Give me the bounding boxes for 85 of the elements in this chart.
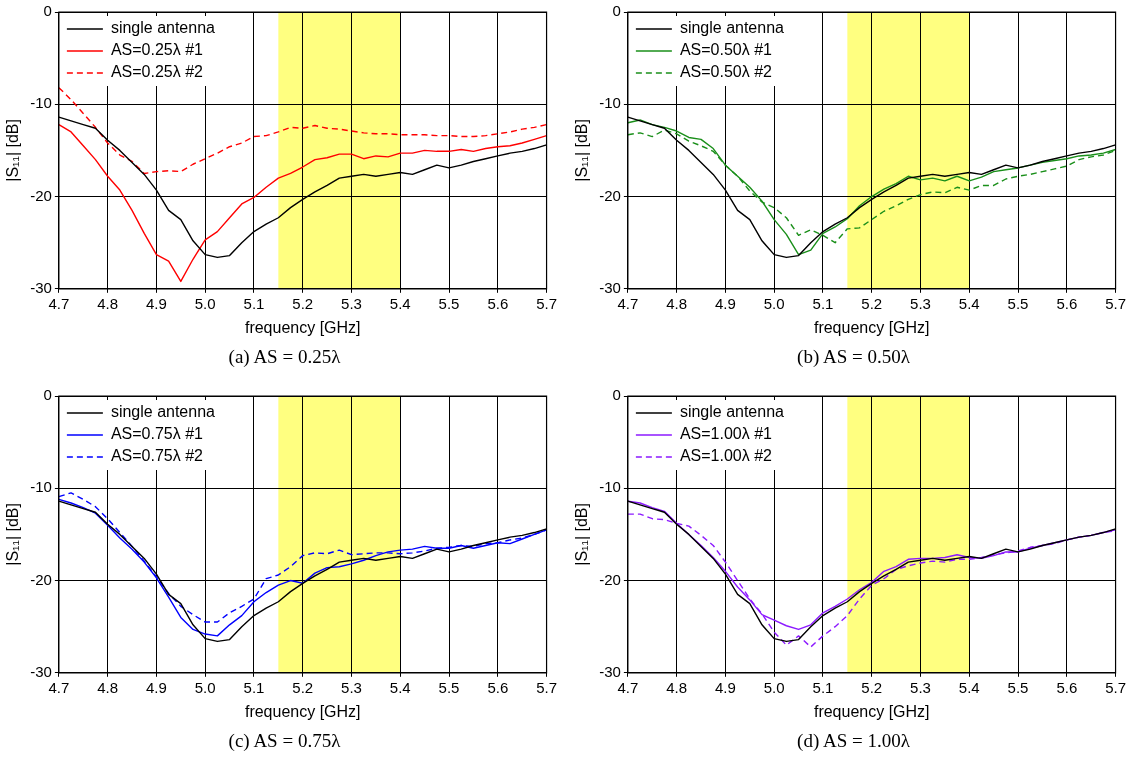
legend-label: AS=0.75λ #1	[110, 425, 204, 443]
x-tick-label: 5.1	[812, 294, 834, 312]
x-tick-label: 5.0	[194, 678, 216, 696]
y-tick-label: -20	[599, 186, 621, 204]
y-tick-label: 0	[612, 386, 621, 404]
x-tick-label: 5.6	[487, 678, 509, 696]
x-tick-label: 5.4	[958, 678, 980, 696]
x-tick-label: 5.3	[910, 678, 931, 696]
x-tick-label: 4.9	[145, 294, 167, 312]
y-tick-label: 0	[43, 2, 52, 20]
x-tick-label: 4.9	[714, 678, 736, 696]
legend-label: single antenna	[679, 403, 785, 421]
x-tick-label: 4.7	[48, 294, 70, 312]
x-tick-label: 5.3	[341, 678, 362, 696]
y-tick-label: -10	[599, 478, 621, 496]
legend-label: AS=0.25λ #2	[110, 63, 204, 81]
x-tick-label: 5.7	[536, 678, 557, 696]
x-tick-label: 5.2	[861, 678, 883, 696]
x-tick-label: 5.5	[438, 294, 460, 312]
y-tick-label: -10	[599, 94, 621, 112]
legend-label: AS=0.25λ #1	[110, 41, 204, 59]
legend-label: AS=1.00λ #2	[679, 447, 773, 465]
x-tick-label: 5.6	[1056, 678, 1078, 696]
x-axis-title: frequency [GHz]	[813, 318, 930, 336]
x-tick-label: 5.0	[763, 678, 785, 696]
x-tick-label: 5.3	[341, 294, 362, 312]
y-axis-title: |S₁₁| [dB]	[573, 119, 591, 182]
y-tick-label: -10	[30, 478, 52, 496]
x-tick-label: 5.2	[292, 294, 314, 312]
x-tick-label: 4.9	[145, 678, 167, 696]
x-tick-label: 5.6	[487, 294, 509, 312]
y-axis-title: |S₁₁| [dB]	[573, 503, 591, 566]
legend-label: single antenna	[110, 19, 216, 37]
y-tick-label: -20	[30, 570, 52, 588]
x-tick-label: 5.5	[1007, 678, 1029, 696]
x-tick-label: 5.5	[438, 678, 460, 696]
x-axis-title: frequency [GHz]	[244, 318, 361, 336]
x-tick-label: 4.8	[97, 678, 119, 696]
y-tick-label: -30	[30, 278, 52, 296]
x-tick-label: 4.7	[48, 678, 70, 696]
x-tick-label: 5.4	[389, 294, 411, 312]
y-tick-label: 0	[612, 2, 621, 20]
x-tick-label: 4.8	[666, 294, 688, 312]
x-axis-title: frequency [GHz]	[813, 702, 930, 720]
x-tick-label: 5.7	[1105, 294, 1126, 312]
x-tick-label: 5.4	[958, 294, 980, 312]
x-tick-label: 5.0	[763, 294, 785, 312]
x-tick-label: 4.9	[714, 294, 736, 312]
x-tick-label: 4.8	[97, 294, 119, 312]
y-tick-label: -30	[599, 662, 621, 680]
y-axis-title: |S₁₁| [dB]	[4, 503, 22, 566]
x-tick-label: 5.0	[194, 294, 216, 312]
x-tick-label: 5.1	[812, 678, 834, 696]
y-tick-label: -10	[30, 94, 52, 112]
legend-label: AS=1.00λ #1	[679, 425, 773, 443]
x-tick-label: 5.7	[1105, 678, 1126, 696]
x-tick-label: 5.2	[861, 294, 883, 312]
x-tick-label: 5.6	[1056, 294, 1078, 312]
text: (c) AS = 0.75λ	[227, 730, 342, 752]
x-tick-label: 4.8	[666, 678, 688, 696]
legend-label: single antenna	[110, 403, 216, 421]
y-tick-label: -30	[599, 278, 621, 296]
x-tick-label: 5.1	[243, 678, 265, 696]
x-tick-label: 4.7	[617, 294, 639, 312]
legend-label: single antenna	[679, 19, 785, 37]
y-axis-title: |S₁₁| [dB]	[4, 119, 22, 182]
y-tick-label: -20	[599, 570, 621, 588]
text: (b) AS = 0.50λ	[796, 346, 911, 368]
x-tick-label: 5.4	[389, 678, 411, 696]
y-tick-label: -20	[30, 186, 52, 204]
y-tick-label: 0	[43, 386, 52, 404]
x-axis-title: frequency [GHz]	[244, 702, 361, 720]
x-tick-label: 5.3	[910, 294, 931, 312]
legend-label: AS=0.50λ #1	[679, 41, 773, 59]
x-tick-label: 5.5	[1007, 294, 1029, 312]
y-tick-label: -30	[30, 662, 52, 680]
text: (d) AS = 1.00λ	[796, 730, 911, 752]
x-tick-label: 4.7	[617, 678, 639, 696]
line-series	[58, 86, 547, 175]
legend-label: AS=0.50λ #2	[679, 63, 773, 81]
x-tick-label: 5.1	[243, 294, 265, 312]
x-tick-label: 5.2	[292, 678, 314, 696]
text: (a) AS = 0.25λ	[227, 346, 342, 368]
legend-label: AS=0.75λ #2	[110, 447, 204, 465]
x-tick-label: 5.7	[536, 294, 557, 312]
